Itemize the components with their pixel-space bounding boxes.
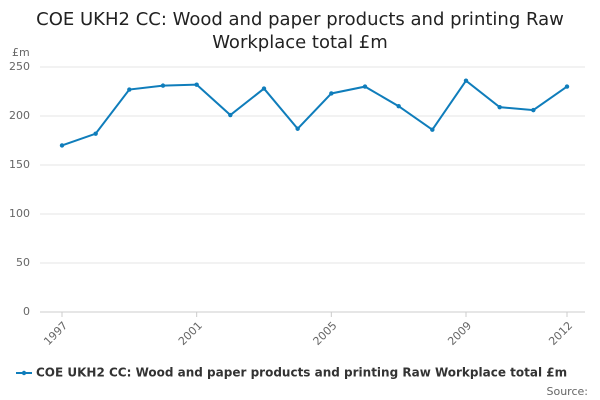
point (160, 83, 166, 88)
x-tick-label: 2001 (176, 319, 205, 348)
point (194, 82, 199, 87)
source: Source: (547, 385, 589, 398)
point (59, 143, 65, 148)
point (93, 131, 98, 136)
legend-label: COE UKH2 CC: Wood and paper products and… (36, 366, 567, 380)
point (295, 126, 300, 131)
line (61, 79, 568, 147)
y-axis-label: £m (12, 46, 30, 59)
y-tick-label: 150 (9, 158, 30, 171)
point (228, 112, 233, 118)
point (497, 104, 502, 110)
point (362, 84, 368, 89)
x-tick-label: 2005 (311, 319, 340, 348)
y-tick-label: 100 (9, 207, 30, 220)
point (127, 87, 132, 92)
point (430, 127, 435, 132)
point (329, 91, 334, 96)
point (531, 107, 536, 113)
point (261, 86, 267, 91)
legend-marker (21, 370, 27, 376)
point (396, 104, 401, 109)
y-tick-label: 50 (16, 256, 30, 269)
y-tick-label: 200 (9, 109, 30, 122)
x-tick-label: 2012 (546, 319, 575, 348)
x-tick-label: 1997 (41, 319, 70, 348)
point (463, 78, 469, 83)
y-tick-label: 250 (9, 60, 30, 73)
x-tick-label: 2009 (445, 319, 474, 348)
y-tick-label: 0 (23, 305, 30, 318)
chart-title: COE UKH2 CC: Wood and paper products and… (36, 9, 564, 53)
point (564, 84, 570, 89)
